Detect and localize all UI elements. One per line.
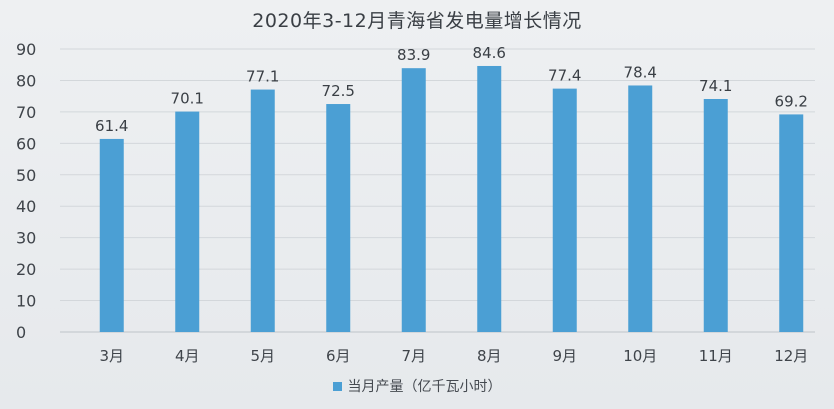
x-category-label: 7月	[401, 347, 426, 365]
y-tick-label: 10	[16, 292, 36, 311]
y-tick-label: 80	[16, 71, 36, 90]
grid-layer	[60, 48, 815, 333]
bar-6月	[326, 104, 351, 333]
y-tick-label: 0	[16, 323, 26, 342]
data-label: 83.9	[397, 46, 430, 64]
data-label: 70.1	[171, 90, 204, 108]
bar-5月	[250, 89, 275, 333]
x-category-label: 8月	[477, 347, 502, 365]
y-tick-label: 40	[16, 197, 36, 216]
bar-12月	[779, 114, 804, 332]
data-label: 72.5	[322, 82, 355, 100]
y-axis-ticks: 0 10 20 30 40 50 60 70 80 90	[16, 40, 36, 342]
y-tick-label: 90	[16, 40, 36, 59]
data-label: 77.4	[548, 67, 581, 85]
x-category-label: 10月	[623, 347, 657, 365]
y-tick-label: 20	[16, 260, 36, 279]
legend-series-name: 当月产量（亿千瓦小时）	[347, 379, 502, 395]
bar-11月	[703, 98, 728, 332]
bar-7月	[401, 68, 426, 332]
y-tick-label: 70	[16, 103, 36, 122]
x-axis-categories: 3月 4月 5月 6月 7月 8月 9月 10月 11月 12月	[99, 347, 808, 365]
x-category-label: 6月	[326, 347, 351, 365]
x-category-label: 11月	[699, 347, 733, 365]
data-label: 77.1	[246, 68, 279, 86]
bars-layer	[99, 65, 804, 333]
y-tick-label: 60	[16, 134, 36, 153]
y-tick-label: 30	[16, 229, 36, 248]
data-labels-layer: 61.4 70.1 77.1 72.5 83.9 84.6 77.4 78.4 74.1 69.2	[95, 44, 808, 135]
bar-8月	[477, 65, 502, 332]
data-label: 78.4	[624, 63, 657, 81]
x-category-label: 5月	[250, 347, 275, 365]
bar-4月	[175, 111, 200, 332]
x-category-label: 3月	[99, 347, 124, 365]
legend-swatch	[332, 381, 342, 391]
chart-title: 2020年3-12月青海省发电量增长情况	[252, 10, 582, 32]
x-category-label: 9月	[552, 347, 577, 365]
x-category-label: 4月	[175, 347, 200, 365]
legend: 当月产量（亿千瓦小时）	[0, 376, 834, 396]
data-label: 61.4	[95, 117, 128, 135]
y-tick-label: 50	[16, 166, 36, 185]
bar-10月	[628, 85, 653, 332]
bar-9月	[552, 88, 577, 333]
data-label: 69.2	[775, 92, 808, 110]
data-label: 84.6	[473, 44, 506, 62]
x-category-label: 12月	[774, 347, 808, 365]
data-label: 74.1	[699, 77, 732, 95]
bar-3月	[99, 138, 124, 332]
